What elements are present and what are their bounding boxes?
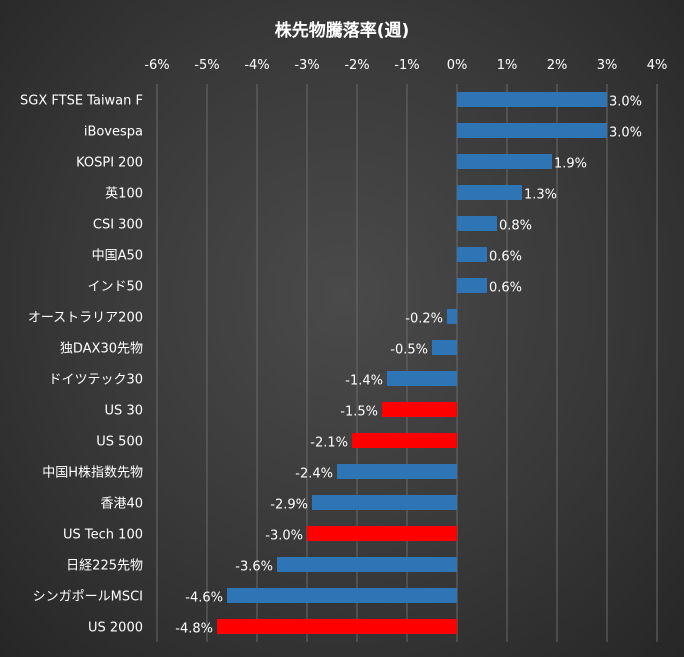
data-label: 0.8%	[499, 219, 532, 234]
category-label: 香港40	[100, 497, 143, 512]
category-label: インド50	[87, 280, 143, 295]
category-label: オーストラリア200	[28, 311, 143, 326]
data-label: 0.6%	[489, 250, 522, 265]
data-label: 3.0%	[609, 126, 642, 141]
category-label: 日経225先物	[66, 559, 143, 574]
x-tick-label: 2%	[547, 58, 568, 73]
bar	[382, 402, 457, 417]
category-label: US 2000	[88, 621, 143, 636]
category-label: シンガポールMSCI	[33, 590, 143, 605]
x-tick-label: -4%	[244, 58, 269, 73]
bar	[312, 495, 457, 510]
bar	[277, 557, 457, 572]
data-label: -1.4%	[345, 374, 383, 389]
category-label: 独DAX30先物	[60, 342, 143, 357]
data-label: -2.9%	[270, 498, 308, 513]
x-tick-label: 0%	[447, 58, 468, 73]
data-label: -0.2%	[405, 312, 443, 327]
category-label: KOSPI 200	[76, 156, 143, 171]
gridlines	[156, 84, 658, 642]
chart-title: 株先物騰落率(週)	[275, 20, 410, 41]
value-labels: 3.0% 3.0% 1.9% 1.3% 0.8% 0.6% 0.6% -0.2% -0.5% -1…	[175, 95, 642, 637]
x-tick-label: -3%	[294, 58, 319, 73]
bar	[387, 371, 457, 386]
category-label: 中国H株指数先物	[42, 466, 143, 481]
bar	[447, 309, 457, 324]
category-label: SGX FTSE Taiwan F	[20, 94, 143, 109]
bar	[217, 619, 457, 634]
bar	[457, 247, 487, 262]
category-label: US 30	[105, 404, 143, 419]
bar	[337, 464, 457, 479]
bar	[457, 154, 552, 169]
data-label: -0.5%	[390, 343, 428, 358]
data-label: 1.9%	[554, 157, 587, 172]
data-label: 1.3%	[524, 188, 557, 203]
category-labels: SGX FTSE Taiwan F iBovespa KOSPI 200 英100 CS…	[20, 94, 143, 636]
x-tick-label: 4%	[647, 58, 668, 73]
category-label: 英100	[105, 187, 143, 202]
data-label: 0.6%	[489, 281, 522, 296]
data-label: -2.4%	[295, 467, 333, 482]
data-label: -4.8%	[175, 622, 213, 637]
category-label: US 500	[96, 435, 143, 450]
bar	[457, 123, 607, 138]
x-axis-tick-labels: -6% -5% -4% -3% -2% -1% 0% 1% 2% 3% 4%	[144, 58, 667, 73]
x-tick-label: -2%	[344, 58, 369, 73]
bar	[457, 92, 607, 107]
category-label: CSI 300	[93, 218, 143, 233]
bar	[457, 216, 497, 231]
x-tick-label: -6%	[144, 58, 169, 73]
category-label: US Tech 100	[63, 528, 143, 543]
category-label: iBovespa	[84, 125, 143, 140]
x-tick-label: 1%	[497, 58, 518, 73]
bar	[432, 340, 457, 355]
data-label: -1.5%	[340, 405, 378, 420]
data-label: -4.6%	[185, 591, 223, 606]
x-tick-label: -5%	[194, 58, 219, 73]
bar	[307, 526, 457, 541]
bar	[457, 278, 487, 293]
x-tick-label: 3%	[597, 58, 618, 73]
category-label: 中国A50	[92, 249, 143, 264]
category-label: ドイツテック30	[48, 373, 143, 388]
bar	[457, 185, 522, 200]
data-label: -3.6%	[235, 560, 273, 575]
data-label: -3.0%	[265, 529, 303, 544]
bars	[217, 92, 607, 634]
bar	[227, 588, 457, 603]
data-label: 3.0%	[609, 95, 642, 110]
data-label: -2.1%	[310, 436, 348, 451]
bar	[352, 433, 457, 448]
x-tick-label: -1%	[394, 58, 419, 73]
